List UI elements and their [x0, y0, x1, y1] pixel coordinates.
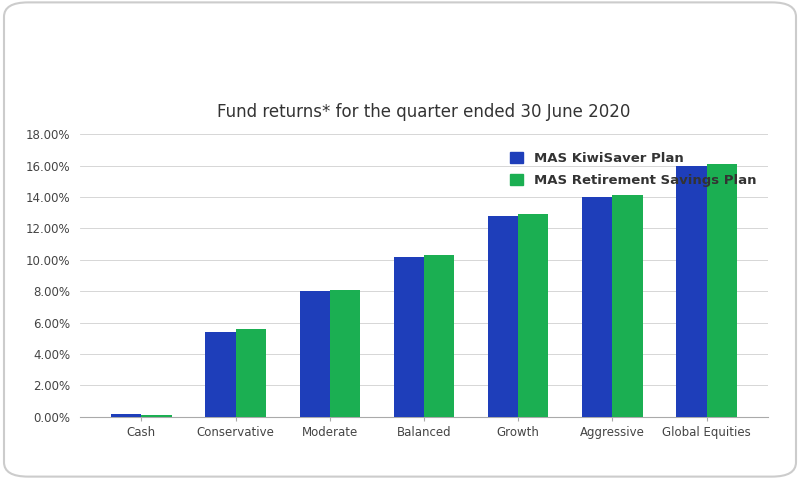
Bar	[424, 255, 454, 417]
Bar	[206, 332, 236, 417]
Bar	[488, 216, 518, 417]
Bar	[706, 164, 737, 417]
Bar	[582, 197, 612, 417]
Bar	[142, 415, 171, 417]
Title: Fund returns* for the quarter ended 30 June 2020: Fund returns* for the quarter ended 30 J…	[218, 103, 630, 122]
Bar	[236, 329, 266, 417]
Bar	[330, 289, 360, 417]
Bar	[677, 166, 706, 417]
Bar	[111, 413, 142, 417]
Bar	[518, 214, 548, 417]
Legend: MAS KiwiSaver Plan, MAS Retirement Savings Plan: MAS KiwiSaver Plan, MAS Retirement Savin…	[505, 147, 762, 192]
Bar	[612, 195, 642, 417]
Bar	[394, 257, 424, 417]
Bar	[300, 291, 330, 417]
